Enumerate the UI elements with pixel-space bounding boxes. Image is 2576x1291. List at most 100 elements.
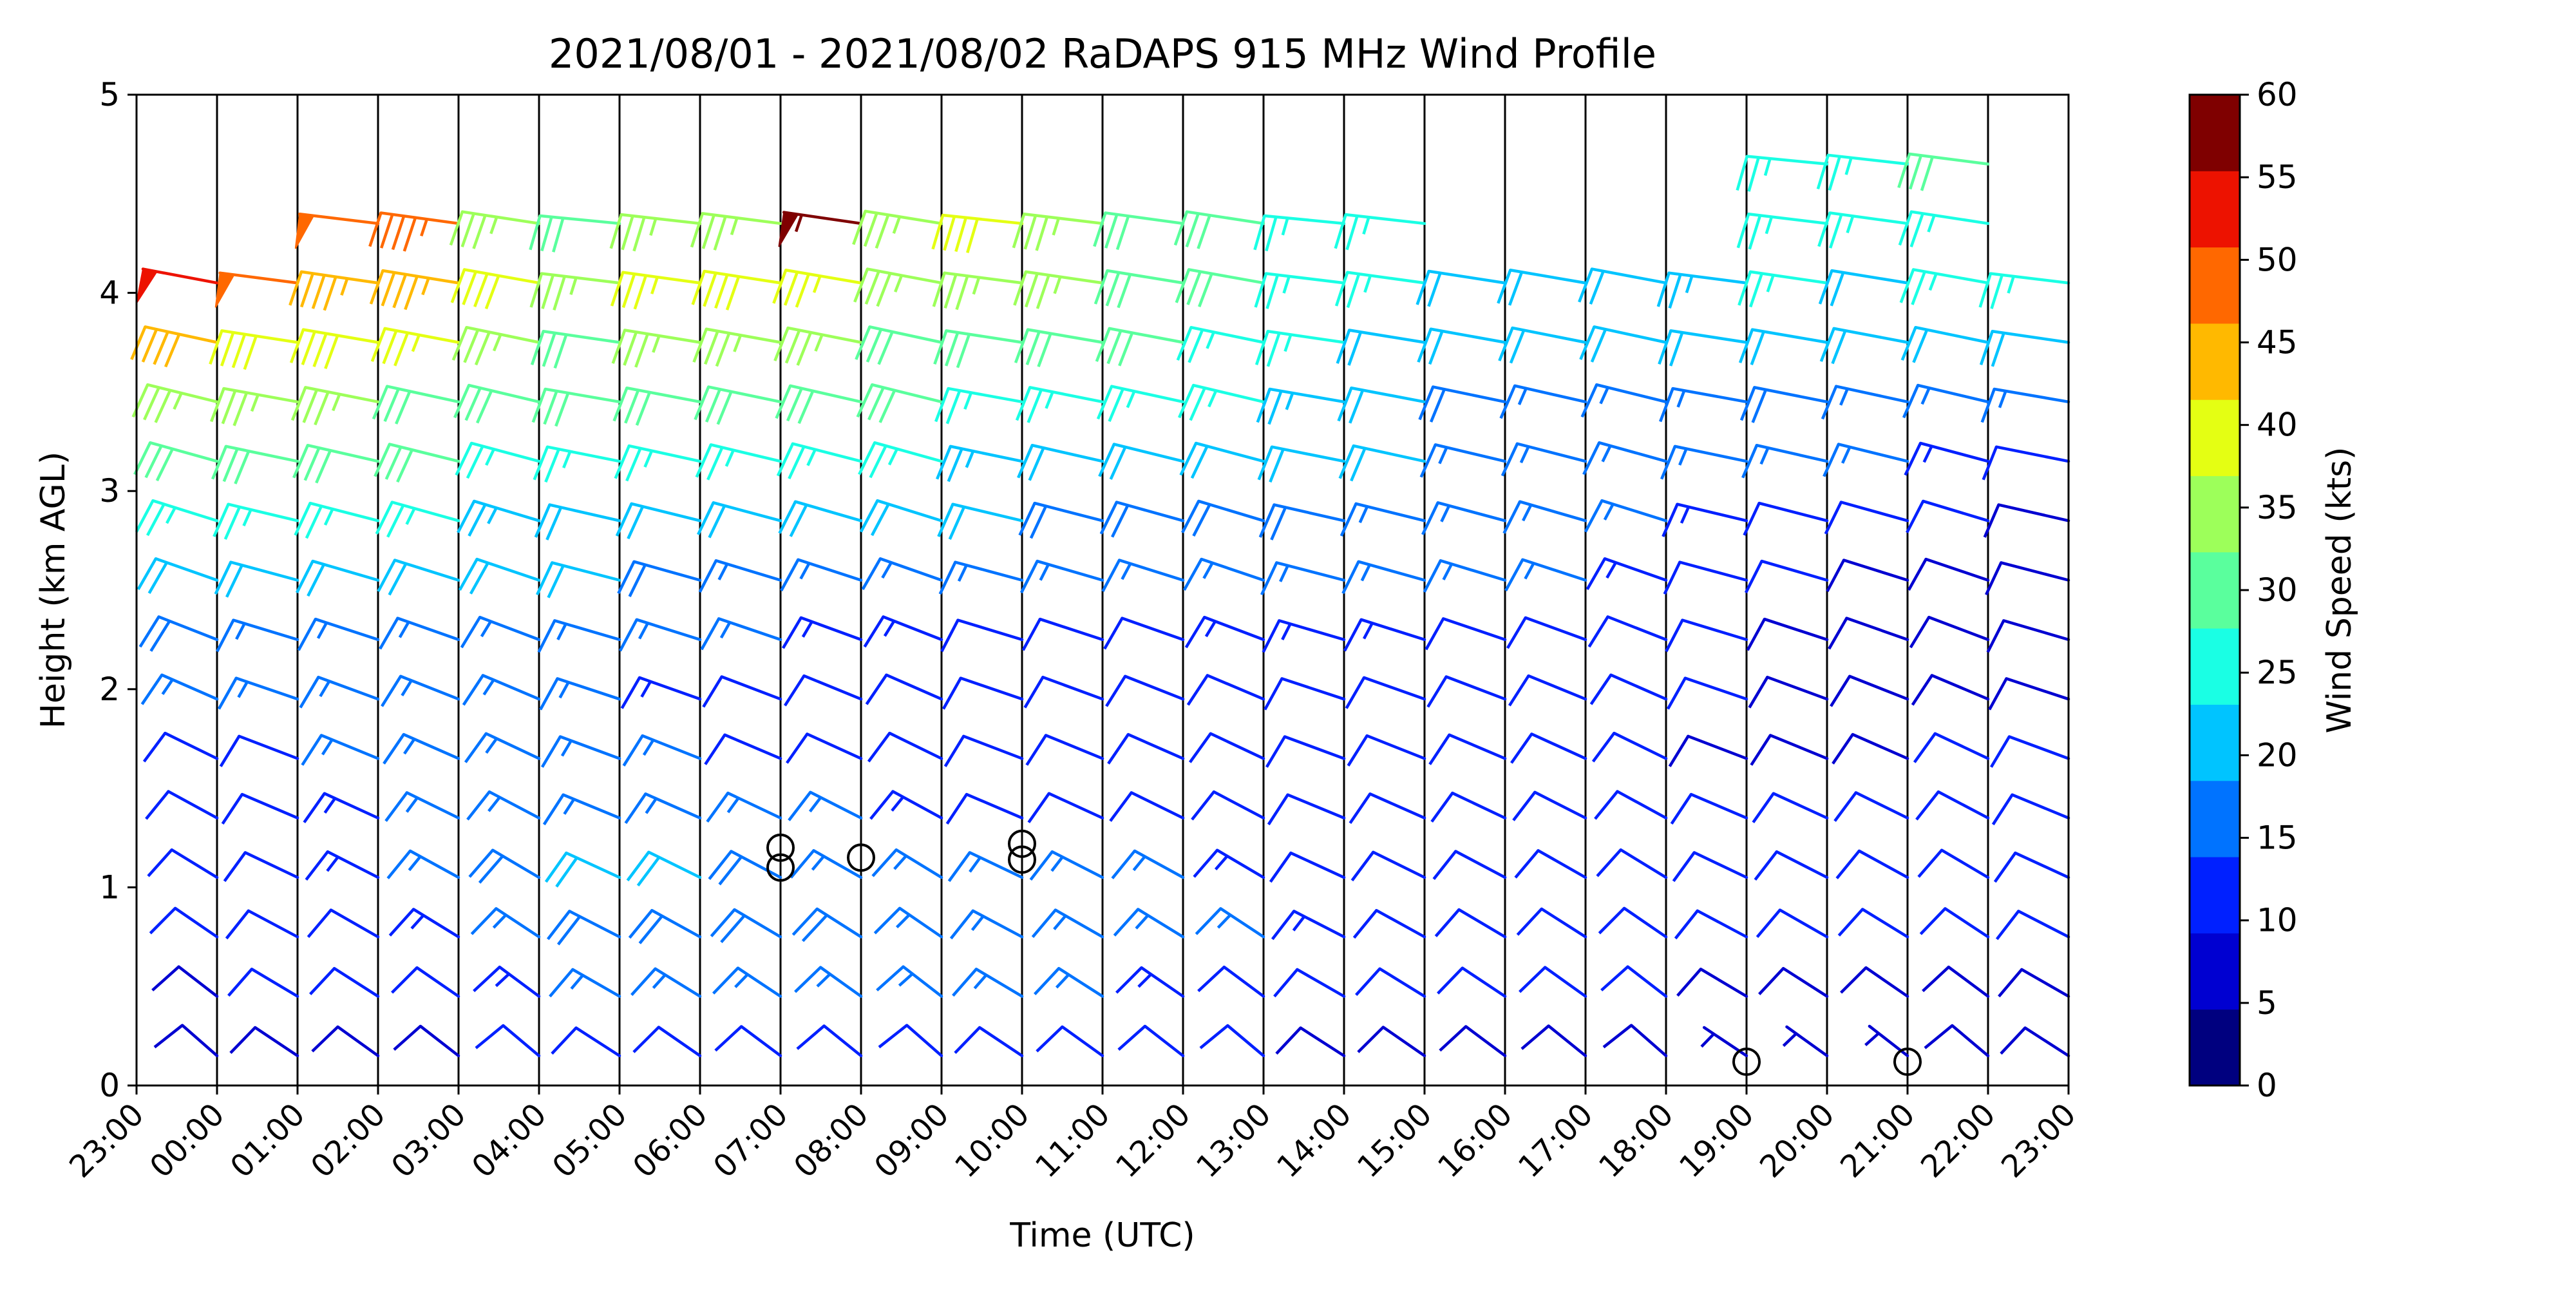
barb-half-feather xyxy=(894,274,904,292)
barb-feather xyxy=(299,676,320,709)
barb-shaft xyxy=(1997,503,2070,522)
wind-barb xyxy=(869,790,943,820)
barb-shaft xyxy=(1448,733,1507,760)
barb-shaft xyxy=(167,790,219,819)
barb-feather xyxy=(1587,616,1609,648)
wind-barb xyxy=(1256,387,1346,425)
barb-half-feather xyxy=(1700,1033,1715,1048)
barb-shaft xyxy=(1509,269,1587,285)
barb-feather xyxy=(1506,617,1527,649)
wind-barb xyxy=(1430,791,1507,823)
barb-shaft xyxy=(1515,442,1587,463)
wind-barb xyxy=(614,444,702,482)
barb-half-feather xyxy=(2007,276,2015,294)
wind-barb xyxy=(457,499,541,537)
barb-feather xyxy=(863,616,885,648)
barb-shaft xyxy=(1026,328,1104,344)
colorbar-tick-label: 20 xyxy=(2257,736,2298,774)
wind-barb xyxy=(1027,792,1104,823)
barb-feather xyxy=(145,790,170,820)
barb-feather xyxy=(1270,506,1287,540)
barb-half-feather xyxy=(1676,390,1686,408)
barb-feather xyxy=(140,674,164,705)
wind-barb xyxy=(1418,385,1507,423)
wind-barb xyxy=(1988,677,2070,711)
barb-feather xyxy=(154,389,172,423)
wind-barb xyxy=(790,849,863,879)
barb-half-feather xyxy=(411,334,421,352)
barb-feather xyxy=(1273,968,1299,998)
barb-shaft xyxy=(227,502,299,522)
barb-shaft xyxy=(415,966,460,998)
barb-shaft xyxy=(565,851,621,879)
barb-feather xyxy=(623,331,638,366)
barb-feather xyxy=(947,852,971,883)
wind-barb xyxy=(1512,790,1587,821)
barb-shaft xyxy=(1362,676,1426,701)
barb-feather xyxy=(463,329,480,363)
barb-shaft xyxy=(419,1024,460,1058)
barb-half-feather xyxy=(250,394,260,412)
barb-shaft xyxy=(1061,1025,1104,1058)
barb-shaft xyxy=(1857,849,1909,879)
barb-feather xyxy=(1113,908,1139,937)
wind-barb xyxy=(796,1024,863,1058)
x-tick-label: 23:00 xyxy=(62,1096,151,1185)
barb-feather xyxy=(936,446,952,480)
barb-half-feather xyxy=(1766,274,1775,292)
barb-half-feather xyxy=(969,856,981,873)
barb-feather xyxy=(1591,732,1616,763)
barb-shaft xyxy=(623,329,702,344)
barb-feather xyxy=(537,620,556,653)
barb-feather xyxy=(530,330,545,365)
wind-barb xyxy=(694,385,782,425)
barb-feather xyxy=(311,274,326,309)
barb-shaft xyxy=(545,445,621,463)
barb-feather xyxy=(1756,909,1781,939)
barb-shaft xyxy=(2000,561,2070,582)
barb-half-feather xyxy=(1039,564,1050,581)
wind-barb xyxy=(1254,272,1346,309)
barb-half-feather xyxy=(887,448,898,466)
barb-feather xyxy=(392,274,408,309)
wind-barb xyxy=(1029,850,1104,881)
barb-half-feather xyxy=(495,973,510,988)
barb-shaft xyxy=(1263,214,1346,225)
barb-feather xyxy=(725,276,741,311)
wind-barb xyxy=(1821,385,1909,420)
barb-shaft xyxy=(1839,501,1909,522)
wind-barb xyxy=(533,445,621,483)
barb-half-feather xyxy=(642,739,655,756)
colorbar-tick-label: 45 xyxy=(2257,324,2298,361)
barb-feather xyxy=(1101,559,1121,593)
wind-barb xyxy=(1902,383,1990,419)
barb-shaft xyxy=(868,325,943,344)
barb-feather xyxy=(1264,678,1283,711)
barb-feather xyxy=(138,616,160,648)
barb-feather xyxy=(1982,446,1998,481)
barb-feather xyxy=(955,275,969,311)
barb-feather xyxy=(1255,330,1269,365)
barb-half-feather xyxy=(724,449,735,467)
barb-shaft xyxy=(956,618,1024,642)
barb-feather xyxy=(1990,274,2004,309)
barb-shaft xyxy=(1861,908,1909,939)
barb-feather xyxy=(1012,213,1026,249)
wind-barb xyxy=(931,213,1024,253)
wind-barb xyxy=(229,1026,299,1058)
barb-feather xyxy=(1897,153,1911,188)
barb-feather xyxy=(618,618,638,652)
barb-feather xyxy=(382,330,398,365)
wind-barb xyxy=(853,267,943,307)
barb-feather xyxy=(624,793,647,824)
barb-feather xyxy=(221,390,237,425)
wind-barb xyxy=(1519,966,1587,998)
calm-marker xyxy=(1732,1047,1761,1076)
barb-shaft xyxy=(1760,559,1829,582)
barb-feather xyxy=(1830,675,1852,707)
barb-shaft xyxy=(812,849,863,879)
barb-shaft xyxy=(1427,269,1507,285)
barb-feather xyxy=(1029,505,1048,539)
barb-half-feather xyxy=(1281,623,1292,640)
wind-barb xyxy=(932,271,1024,311)
